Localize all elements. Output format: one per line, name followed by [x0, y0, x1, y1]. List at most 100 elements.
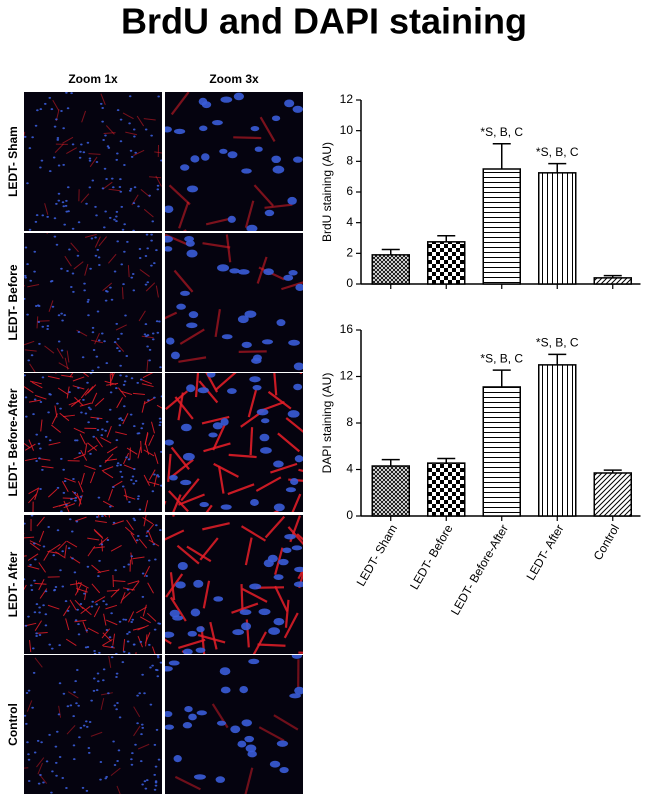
membrane-stain [84, 386, 94, 396]
nucleus [24, 714, 27, 717]
membrane-stain [151, 646, 156, 654]
nucleus [157, 95, 160, 98]
nucleus [239, 685, 249, 694]
membrane-stain [178, 356, 207, 363]
nucleus [113, 341, 117, 344]
membrane-stain [253, 184, 274, 207]
membrane-stain [40, 419, 43, 432]
nucleus [102, 679, 105, 682]
nucleus [122, 618, 125, 621]
nucleus [132, 467, 136, 470]
membrane-stain [64, 255, 72, 267]
nucleus [130, 555, 134, 558]
nucleus [115, 676, 118, 679]
nucleus [72, 290, 75, 293]
nucleus [98, 263, 101, 266]
nucleus [126, 588, 130, 591]
nucleus [95, 355, 99, 358]
nucleus [93, 649, 96, 652]
membrane-stain [112, 520, 124, 526]
nucleus [221, 334, 233, 340]
membrane-stain [94, 397, 105, 407]
membrane-stain [91, 564, 102, 574]
nucleus [121, 419, 124, 422]
nucleus [110, 645, 114, 648]
membrane-stain [174, 775, 201, 791]
nucleus [208, 432, 218, 438]
nucleus [69, 704, 73, 707]
micrograph [165, 373, 303, 512]
nucleus [159, 661, 162, 664]
nucleus [55, 730, 59, 733]
nucleus [71, 557, 74, 560]
nucleus [59, 569, 62, 572]
nucleus [41, 468, 44, 471]
nucleus [35, 459, 38, 462]
nucleus [159, 450, 162, 453]
y-tick-label: 8 [346, 154, 353, 168]
membrane-stain [132, 626, 145, 631]
nucleus [91, 369, 94, 372]
micrograph-background [24, 233, 162, 372]
nucleus [60, 109, 63, 112]
nucleus [260, 418, 270, 424]
nucleus [116, 152, 119, 155]
membrane-stain [94, 520, 107, 523]
membrane-stain [154, 151, 162, 154]
membrane-stain [267, 390, 292, 410]
membrane-stain [233, 136, 262, 140]
nucleus [46, 328, 49, 331]
nucleus [50, 279, 54, 282]
nucleus [66, 107, 70, 110]
nucleus [230, 725, 241, 734]
nucleus [60, 312, 63, 315]
nucleus [50, 108, 54, 111]
nucleus [137, 495, 140, 498]
nucleus [180, 479, 192, 486]
micrograph-content [165, 233, 303, 371]
membrane-stain [110, 373, 115, 383]
y-tick-label: 8 [346, 415, 353, 429]
nucleus [190, 155, 200, 163]
nucleus [153, 396, 156, 399]
membrane-stain [170, 92, 190, 116]
membrane-stain [67, 691, 79, 699]
nucleus [97, 256, 101, 259]
nucleus [285, 487, 297, 493]
nucleus [260, 447, 272, 454]
nucleus [40, 741, 43, 744]
x-tick-label: LEDT- Before-After [448, 522, 511, 617]
nucleus [119, 464, 123, 467]
nucleus [38, 342, 41, 345]
nucleus [97, 366, 100, 369]
nucleus [60, 267, 63, 270]
nucleus [82, 724, 86, 727]
nucleus [293, 362, 303, 371]
membrane-stain [110, 544, 122, 552]
nucleus [48, 733, 51, 736]
membrane-stain [127, 265, 130, 278]
nucleus [282, 547, 292, 554]
nucleus [151, 332, 155, 335]
membrane-stain [249, 427, 254, 456]
nucleus [42, 545, 46, 548]
nucleus [90, 237, 94, 240]
nucleus [52, 554, 56, 557]
nucleus [37, 321, 41, 324]
nucleus [226, 388, 237, 394]
membrane-stain [291, 493, 302, 512]
nucleus [127, 563, 131, 566]
nucleus [113, 270, 117, 273]
nucleus [63, 223, 66, 226]
nucleus [279, 766, 289, 774]
nucleus [294, 566, 303, 573]
nucleus [170, 351, 180, 360]
nucleus [141, 422, 145, 425]
nucleus [119, 118, 123, 121]
membrane-stain [201, 415, 230, 425]
membrane-stain [52, 99, 60, 111]
nucleus [34, 304, 38, 307]
nucleus [199, 502, 209, 508]
nucleus [101, 120, 104, 123]
nucleus [53, 589, 56, 592]
